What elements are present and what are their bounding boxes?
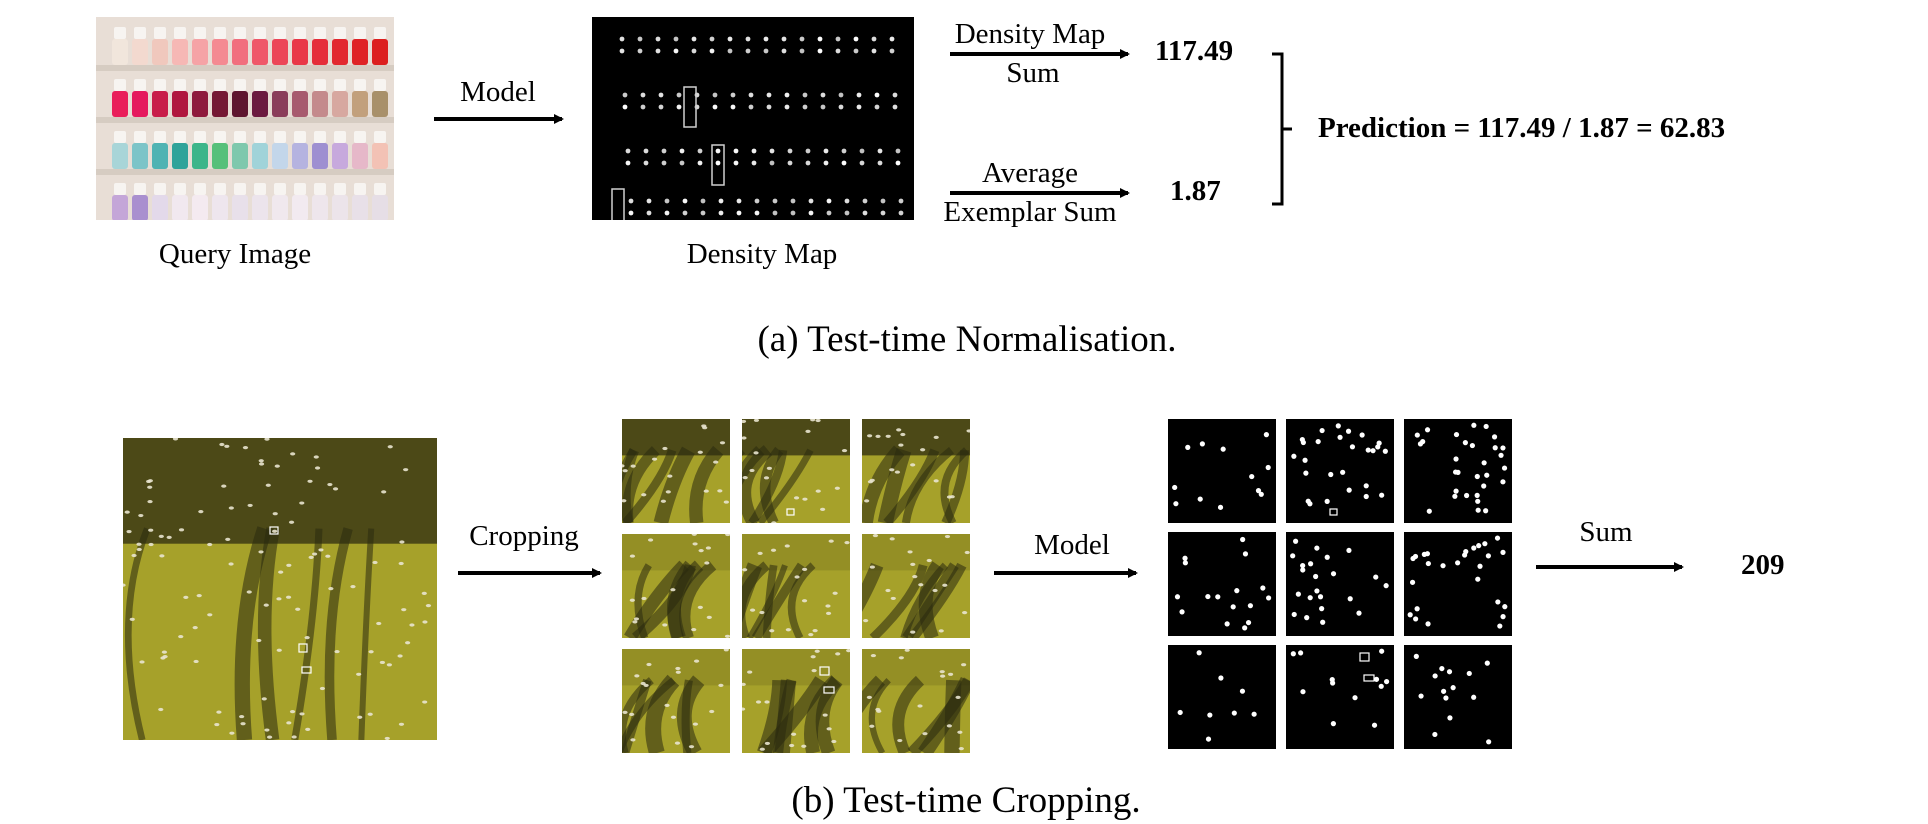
crop-tile-image [742,534,850,638]
crop-tile-image [622,534,730,638]
density-tile-image [1290,538,1389,625]
density-tile [1168,532,1276,636]
density-tile-image [1177,650,1257,742]
density-tile [1168,419,1276,523]
average-label-top: Average [981,157,1079,189]
density-tile-image [1290,648,1390,728]
crop-tile [742,534,850,638]
density-tile-image [1407,535,1508,629]
crop-tile [742,419,850,523]
model-label-b: Model [1034,529,1110,561]
caption-b: (b) Test-time Cropping. [791,780,1141,821]
crop-tile [622,419,730,523]
density-tile-image [1291,423,1388,516]
density-tile-image [1414,422,1508,514]
crop-tile [742,649,850,753]
average-label-bottom: Exemplar Sum [943,196,1117,228]
density-tile [1286,645,1394,749]
crop-tile-image [742,419,850,523]
crop-tile [622,649,730,753]
crop-tile-image [742,649,850,753]
sum-label: Sum [1579,516,1633,548]
crop-tile-image [622,649,730,753]
density-tile [1404,419,1512,523]
nail-polish-shelf-image [96,17,394,220]
crop-tile [862,419,970,523]
sheep-field-image-graphic [123,438,437,740]
crop-tile-image [862,419,970,523]
cropping-label: Cropping [469,520,579,552]
density-tile [1404,645,1512,749]
query-image [96,17,394,220]
density-sum-label-top: Density Map [954,18,1106,50]
density-tile-image [1174,536,1272,631]
density-map-label: Density Map [686,238,838,270]
density-map-image [611,36,904,220]
crop-tile-image [862,649,970,753]
density-tile [1168,645,1276,749]
crop-tile-image [622,419,730,523]
query-image-label: Query Image [158,238,312,270]
sheep-field-image [123,438,437,740]
density-tile-image [1172,432,1271,510]
density-tile [1404,532,1512,636]
crop-tile [862,649,970,753]
density-sum-value: 117.49 [1155,35,1234,67]
crop-tile-image [862,534,970,638]
crop-tile [622,534,730,638]
density-sum-label-bottom: Sum [1006,57,1060,89]
density-map [592,17,914,220]
exemplar-sum-value: 1.87 [1170,175,1221,207]
result-value: 209 [1741,549,1785,581]
caption-a: (a) Test-time Normalisation. [757,319,1177,360]
model-label-a: Model [460,76,536,108]
density-tile [1286,532,1394,636]
crop-tile [862,534,970,638]
density-tile-image [1413,653,1492,745]
bracket [1272,52,1292,206]
prediction-text: Prediction = 117.49 / 1.87 = 62.83 [1318,112,1726,144]
density-tile [1286,419,1394,523]
